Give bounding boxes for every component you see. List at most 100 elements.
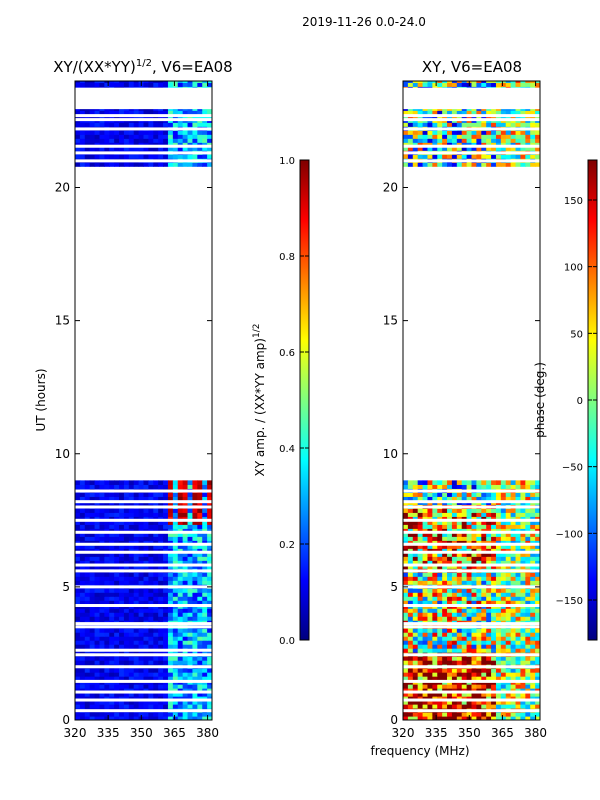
heatmap-cell — [456, 138, 463, 143]
heatmap-cell — [148, 684, 154, 689]
heatmap-cell — [476, 576, 482, 581]
heatmap-cell — [75, 524, 81, 529]
heatmap-cell — [197, 704, 203, 709]
heatmap-cell — [197, 612, 203, 617]
heatmap-cell — [486, 130, 492, 135]
heatmap-cell — [451, 588, 458, 593]
heatmap-cell — [207, 572, 212, 577]
heatmap-cell — [148, 704, 154, 709]
y-tick-label: 5 — [62, 580, 70, 594]
heatmap-cell — [481, 134, 487, 139]
heatmap-cell — [432, 572, 438, 577]
heatmap-cell — [456, 82, 463, 87]
heatmap-cell — [442, 640, 448, 645]
heatmap-cell — [530, 632, 536, 637]
heatmap-cell — [114, 696, 120, 701]
heatmap-cell — [109, 580, 115, 585]
heatmap-cell — [192, 660, 198, 665]
heatmap-cell — [109, 596, 115, 601]
heatmap-cell — [148, 636, 154, 641]
heatmap-cell — [104, 616, 110, 621]
heatmap-cell — [84, 640, 91, 645]
heatmap-cell — [94, 492, 101, 497]
heatmap-cell — [427, 576, 433, 581]
heatmap-cell — [104, 572, 110, 577]
heatmap-cell — [84, 612, 91, 617]
heatmap-cell — [471, 600, 477, 605]
heatmap-cell — [427, 632, 433, 637]
x-tick-label: 365 — [491, 726, 514, 740]
heatmap-cell — [500, 588, 507, 593]
heatmap-cell — [172, 516, 179, 521]
heatmap-cell — [447, 716, 453, 720]
flagged-gap-row — [75, 690, 212, 694]
heatmap-cell — [202, 532, 208, 537]
heatmap-cell — [466, 552, 473, 557]
heatmap-cell — [407, 540, 414, 545]
heatmap-cell — [422, 81, 429, 83]
heatmap-cell — [486, 580, 492, 585]
heatmap-cell — [491, 532, 497, 537]
heatmap-cell — [412, 696, 419, 701]
heatmap-cell — [172, 704, 179, 709]
heatmap-cell — [114, 580, 120, 585]
heatmap-cell — [412, 660, 419, 665]
heatmap-cell — [422, 552, 429, 557]
heatmap-cell — [525, 700, 531, 705]
colorbar-tick-label: 50 — [570, 329, 583, 340]
heatmap-cell — [99, 684, 105, 689]
heatmap-cell — [202, 692, 208, 697]
heatmap-cell — [104, 512, 110, 517]
heatmap-cell — [119, 524, 125, 529]
heatmap-cell — [535, 560, 540, 565]
heatmap-cell — [466, 704, 473, 709]
heatmap-cell — [158, 608, 164, 613]
heatmap-cell — [138, 122, 145, 127]
heatmap-cell — [437, 552, 443, 557]
flagged-gap-row — [75, 151, 212, 155]
heatmap-cell — [451, 596, 458, 601]
heatmap-cell — [437, 676, 443, 681]
heatmap-cell — [520, 512, 526, 517]
heatmap-cell — [515, 656, 522, 661]
heatmap-cell — [197, 600, 203, 605]
heatmap-cell — [202, 628, 208, 633]
heatmap-cell — [187, 138, 194, 143]
heatmap-cell — [510, 644, 517, 649]
heatmap-cell — [114, 592, 120, 597]
heatmap-cell — [535, 688, 540, 693]
heatmap-cell — [123, 676, 130, 681]
heatmap-cell — [495, 676, 502, 681]
heatmap-cell — [461, 532, 468, 537]
heatmap-cell — [119, 668, 125, 673]
heatmap-cell — [158, 636, 164, 641]
heatmap-cell — [442, 524, 448, 529]
heatmap-cell — [447, 548, 453, 553]
heatmap-cell — [153, 592, 159, 597]
heatmap-cell — [525, 656, 531, 661]
heatmap-cell — [471, 496, 477, 501]
heatmap-cell — [437, 632, 443, 637]
heatmap-cell — [432, 138, 438, 143]
heatmap-cell — [500, 552, 507, 557]
heatmap-cell — [422, 520, 429, 525]
heatmap-cell — [491, 496, 497, 501]
heatmap-cell — [104, 81, 110, 83]
heatmap-cell — [158, 552, 164, 557]
heatmap-cell — [505, 676, 512, 681]
heatmap-cell — [495, 588, 502, 593]
heatmap-cell — [515, 82, 522, 87]
heatmap-cell — [500, 640, 507, 645]
heatmap-cell — [486, 122, 492, 127]
heatmap-cell — [143, 612, 149, 617]
heatmap-cell — [119, 712, 125, 717]
heatmap-cell — [177, 138, 184, 143]
heatmap-cell — [84, 692, 91, 697]
heatmap-cell — [471, 644, 477, 649]
heatmap-cell — [114, 134, 120, 139]
heatmap-cell — [442, 660, 448, 665]
heatmap-cell — [447, 632, 453, 637]
heatmap-cell — [109, 588, 115, 593]
flagged-gap-row — [75, 118, 212, 122]
heatmap-cell — [109, 704, 115, 709]
